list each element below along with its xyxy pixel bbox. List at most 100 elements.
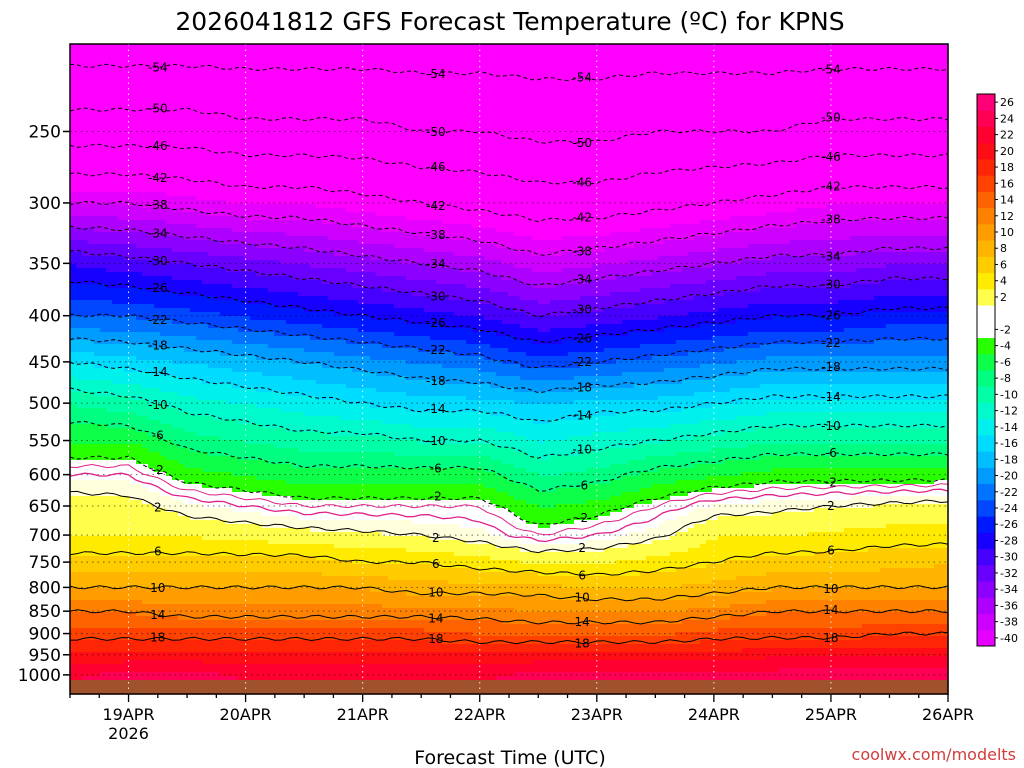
contour-label: -18 xyxy=(572,380,592,394)
colorbar-swatch xyxy=(977,483,995,501)
x-tick-label: 22APR xyxy=(454,705,506,724)
contour-label: 10 xyxy=(575,591,590,605)
contour-label: -38 xyxy=(426,228,446,242)
colorbar-swatch xyxy=(977,370,995,387)
colorbar-label: 22 xyxy=(1000,129,1014,142)
isotherm-2 xyxy=(69,490,949,554)
colorbar-label: -30 xyxy=(1000,551,1018,564)
contour-label: -46 xyxy=(148,139,168,153)
temperature-field xyxy=(70,44,949,695)
colorbar-label: -38 xyxy=(1000,616,1018,629)
contour-label: -42 xyxy=(821,179,841,193)
y-tick-label: 900 xyxy=(29,625,61,645)
contour-label: 18 xyxy=(575,637,590,651)
x-tick-label: 21APR xyxy=(337,705,389,724)
colorbar-swatch xyxy=(977,94,995,111)
isotherm--14 xyxy=(69,362,949,422)
contour-label: 14 xyxy=(428,612,443,626)
isotherm-10 xyxy=(69,585,949,602)
contour-label: 2 xyxy=(154,501,162,515)
colorbar-swatch xyxy=(977,321,995,339)
isotherm--34 xyxy=(69,225,949,286)
colorbar-label: -22 xyxy=(1000,486,1018,499)
colorbar-swatch xyxy=(977,256,995,274)
contour-label: 18 xyxy=(150,630,165,644)
contour-label: -50 xyxy=(148,102,168,116)
colorbar-swatch xyxy=(977,158,995,176)
y-tick-label: 650 xyxy=(29,497,61,517)
contour-label: -2 xyxy=(825,475,837,489)
isotherm--22 xyxy=(69,313,949,369)
contour-label: -38 xyxy=(572,244,592,258)
colorbar-label: -34 xyxy=(1000,583,1018,596)
contour-label: -38 xyxy=(821,212,841,226)
contour-label: -42 xyxy=(426,199,446,213)
colorbar-swatch xyxy=(977,305,995,322)
contour-label: 2 xyxy=(432,531,440,545)
y-tick-label: 400 xyxy=(29,307,61,327)
colorbar-label: -40 xyxy=(1000,632,1018,645)
colorbar-label: -4 xyxy=(1000,340,1011,353)
contour-label: -14 xyxy=(821,390,841,404)
colorbar-label: -18 xyxy=(1000,453,1018,466)
colorbar-label: -20 xyxy=(1000,470,1018,483)
colorbar-swatch xyxy=(977,613,995,631)
colorbar-label: 26 xyxy=(1000,96,1014,109)
colorbar-swatch xyxy=(977,499,995,517)
colorbar-label: -6 xyxy=(1000,356,1011,369)
contour-label: -54 xyxy=(821,62,841,76)
colorbar-swatch xyxy=(977,581,995,598)
contour-label: -6 xyxy=(825,446,837,460)
x-tick-label: 24APR xyxy=(688,705,740,724)
y-tick-label: 800 xyxy=(29,578,61,598)
colorbar-swatch xyxy=(977,467,995,485)
contour-label: -30 xyxy=(148,254,168,268)
colorbar-swatch xyxy=(977,564,995,582)
colorbar-swatch xyxy=(977,288,995,306)
colorbar-label: 20 xyxy=(1000,145,1014,158)
contour-label: -34 xyxy=(572,272,592,286)
colorbar-swatch xyxy=(977,402,995,420)
isotherm--18 xyxy=(69,337,949,394)
contour-label: -42 xyxy=(572,210,592,224)
contour-label: -30 xyxy=(572,303,592,317)
contour-label: -6 xyxy=(152,428,164,442)
contour-label: 6 xyxy=(154,545,162,559)
isotherm--38 xyxy=(69,200,949,256)
y-tick-label: 950 xyxy=(29,646,61,666)
credit-link[interactable]: coolwx.com/modelts xyxy=(852,745,1016,764)
colorbar-label: 8 xyxy=(1000,242,1007,255)
contour-label: 2 xyxy=(827,499,835,513)
colorbar-label: -16 xyxy=(1000,437,1018,450)
contour-label: -2 xyxy=(430,490,442,504)
colorbar-label: 14 xyxy=(1000,194,1014,207)
contour-label: -6 xyxy=(430,461,442,475)
x-axis-label: Forecast Time (UTC) xyxy=(414,747,605,768)
contour-label: 6 xyxy=(827,544,835,558)
colorbar-label: 2 xyxy=(1000,291,1007,304)
colorbar-label: 10 xyxy=(1000,226,1014,239)
contour-label: 6 xyxy=(578,569,586,583)
isotherm--26 xyxy=(69,280,949,343)
contour-label: -14 xyxy=(426,402,446,416)
colorbar-label: 12 xyxy=(1000,210,1014,223)
ground-band xyxy=(70,680,948,694)
contour-label: -34 xyxy=(821,249,841,263)
contour-label: 6 xyxy=(432,557,440,571)
y-tick-label: 250 xyxy=(29,122,61,142)
colorbar-swatch xyxy=(977,110,995,127)
colorbar-swatch xyxy=(977,207,995,225)
colorbar-swatch xyxy=(977,223,995,241)
colorbar-label: 16 xyxy=(1000,177,1014,190)
contour-label: -46 xyxy=(821,150,841,164)
contour-label: -18 xyxy=(148,338,168,352)
contour-label: -30 xyxy=(426,290,446,304)
contour-label: 10 xyxy=(823,582,838,596)
contour-label: -54 xyxy=(148,60,168,74)
contour-label: -46 xyxy=(426,160,446,174)
contour-label: -2 xyxy=(576,511,588,525)
isotherm--42 xyxy=(69,172,949,223)
contour-label: -2 xyxy=(152,463,164,477)
